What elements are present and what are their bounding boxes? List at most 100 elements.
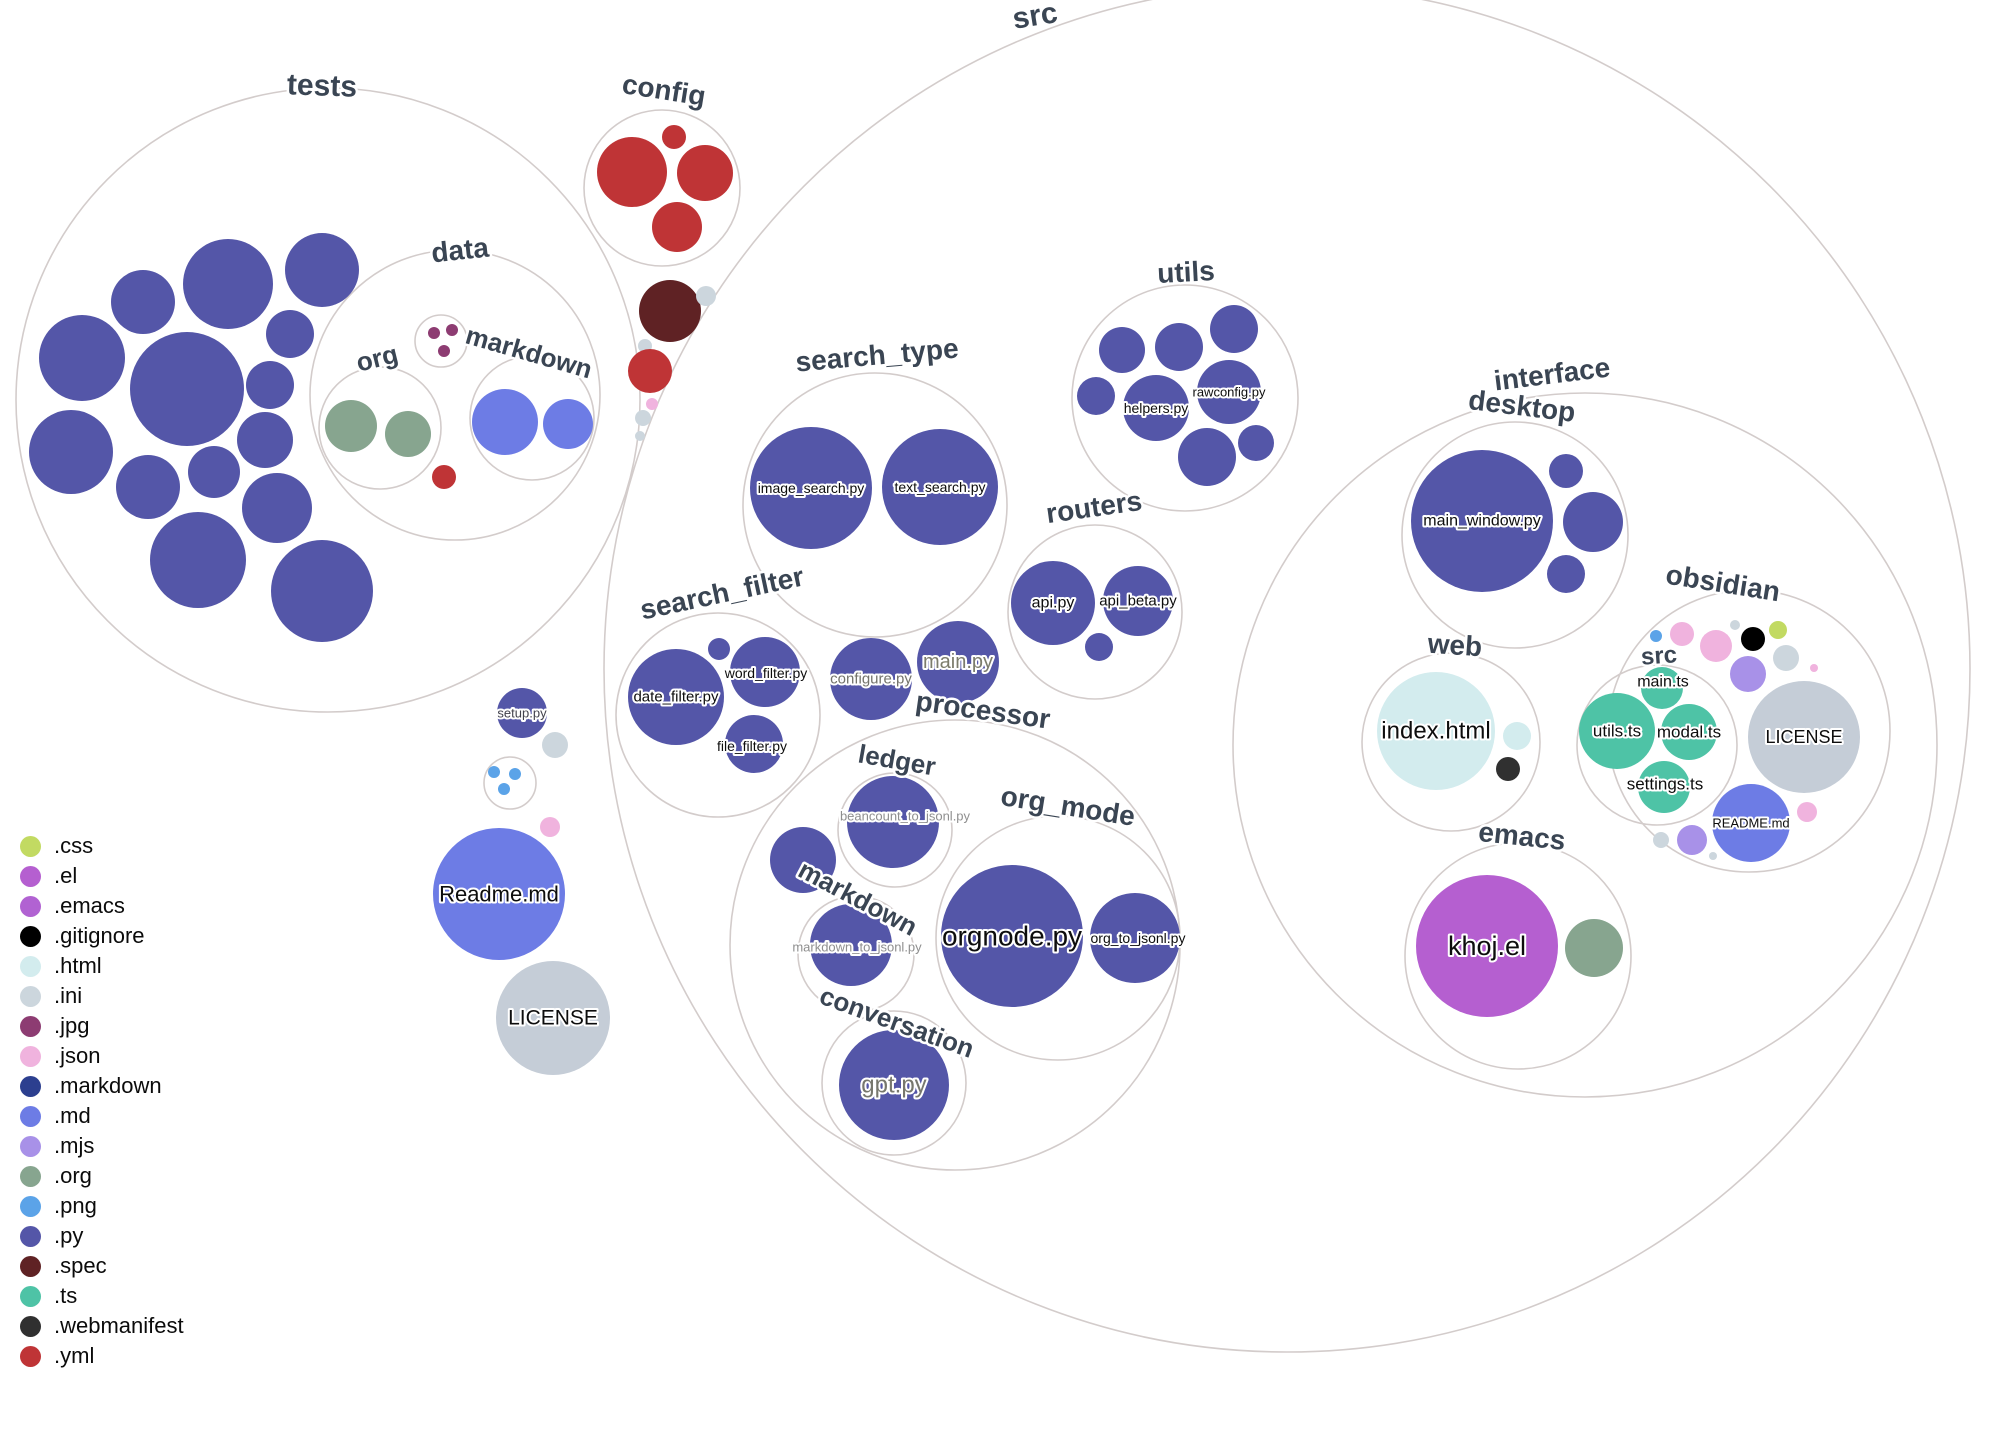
file-circle-config-yml-1[interactable] (597, 137, 667, 207)
file-circle-utils-py-6[interactable] (1238, 425, 1274, 461)
file-circle-obsidian-json-4[interactable] (1797, 802, 1817, 822)
file-circle-configure-py[interactable] (830, 638, 912, 720)
file-circle-obsidian-license[interactable] (1748, 681, 1860, 793)
file-circle-modal-ts[interactable] (1661, 704, 1717, 760)
file-circle-root-json-2[interactable] (540, 817, 560, 837)
file-circle-obsidian-json-1[interactable] (1670, 622, 1694, 646)
file-circle-root-ini-4[interactable] (635, 431, 645, 441)
folder-circle-data-markdown[interactable] (469, 355, 595, 481)
folder-circle-ledger[interactable] (837, 772, 953, 888)
file-circle-root-yml[interactable] (628, 349, 672, 393)
file-circle-settings-ts[interactable] (1638, 761, 1690, 813)
folder-circle-search-type[interactable] (742, 372, 1008, 638)
file-circle-emacs-org[interactable] (1565, 919, 1623, 977)
file-circle-data-org-file-2[interactable] (385, 411, 431, 457)
folder-circle-interface[interactable] (1232, 392, 1938, 1098)
file-circle-text-search-py[interactable] (882, 429, 998, 545)
file-circle-tests-py-1[interactable] (183, 239, 273, 329)
file-circle-root-png-3[interactable] (498, 783, 510, 795)
file-circle-obsidian-readme-md[interactable] (1712, 784, 1790, 862)
file-circle-config-yml-4[interactable] (652, 202, 702, 252)
file-circle-tests-py-4[interactable] (39, 315, 125, 401)
file-circle-helpers-py[interactable] (1123, 375, 1189, 441)
file-circle-root-ini-3[interactable] (635, 410, 651, 426)
file-circle-data-jpg-3[interactable] (438, 345, 450, 357)
folder-circle-proc-markdown[interactable] (797, 895, 915, 1013)
file-circle-search-filter-py-small[interactable] (708, 638, 730, 660)
file-circle-tests-py-9[interactable] (237, 412, 293, 468)
file-circle-api-py[interactable] (1011, 561, 1095, 645)
file-circle-index-html[interactable] (1377, 672, 1495, 790)
file-circle-root-ini-5[interactable] (542, 732, 568, 758)
file-circle-data-org-file-1[interactable] (325, 400, 377, 452)
file-circle-data-jpg-2[interactable] (446, 324, 458, 336)
file-circle-markdown-to-jsonl-py[interactable] (810, 904, 892, 986)
folder-circle-utils[interactable] (1071, 284, 1299, 512)
file-circle-tests-py-11[interactable] (188, 446, 240, 498)
file-circle-utils-py-5[interactable] (1178, 428, 1236, 486)
file-circle-tests-py-13[interactable] (150, 512, 246, 608)
file-circle-tests-py-7[interactable] (246, 361, 294, 409)
file-circle-gpt-py[interactable] (839, 1030, 949, 1140)
file-circle-obsidian-json-2[interactable] (1700, 630, 1732, 662)
file-circle-obsidian-png[interactable] (1650, 630, 1662, 642)
file-circle-desktop-py-3[interactable] (1547, 555, 1585, 593)
file-circle-beancount-to-jsonl-py[interactable] (847, 776, 939, 868)
file-circle-utils-py-3[interactable] (1210, 305, 1258, 353)
folder-circle-root-png-folder[interactable] (483, 756, 537, 810)
folder-circle-conversation[interactable] (821, 1010, 967, 1156)
file-circle-root-png-1[interactable] (488, 766, 500, 778)
file-circle-config-yml-2[interactable] (662, 125, 686, 149)
file-circle-main-py[interactable] (917, 621, 999, 703)
folder-circle-src[interactable] (603, 0, 1971, 1353)
file-circle-api-beta-py[interactable] (1103, 566, 1173, 636)
file-circle-data-md-1[interactable] (472, 389, 538, 455)
file-circle-tests-py-12[interactable] (242, 473, 312, 543)
file-circle-word-filter-py[interactable] (730, 637, 800, 707)
file-circle-obsidian-mjs-2[interactable] (1677, 825, 1707, 855)
file-circle-root-license[interactable] (496, 961, 610, 1075)
file-circle-file-filter-py[interactable] (725, 715, 783, 773)
file-circle-root-png-2[interactable] (509, 768, 521, 780)
file-circle-utils-py-2[interactable] (1155, 323, 1203, 371)
folder-circle-data[interactable] (309, 249, 601, 541)
folder-circle-data-org[interactable] (318, 366, 442, 490)
file-circle-obsidian-ini-3[interactable] (1653, 832, 1669, 848)
file-circle-obsidian-mjs-1[interactable] (1730, 656, 1766, 692)
file-circle-tests-py-14[interactable] (271, 540, 373, 642)
file-circle-tests-py-5[interactable] (130, 332, 244, 446)
file-circle-tests-py-10[interactable] (116, 455, 180, 519)
file-circle-main-ts[interactable] (1641, 667, 1683, 709)
file-circle-obsidian-ini-4[interactable] (1709, 852, 1717, 860)
folder-circle-web[interactable] (1361, 652, 1541, 832)
folder-circle-config[interactable] (583, 109, 741, 267)
file-circle-readme-md[interactable] (433, 828, 565, 960)
file-circle-data-yml[interactable] (432, 465, 456, 489)
file-circle-desktop-py-1[interactable] (1549, 454, 1583, 488)
file-circle-date-filter-py[interactable] (628, 649, 724, 745)
file-circle-obsidian-gitignore[interactable] (1741, 627, 1765, 651)
folder-circle-data-jpg-folder[interactable] (414, 314, 468, 368)
file-circle-tests-py-6[interactable] (266, 310, 314, 358)
file-circle-desktop-py-2[interactable] (1563, 492, 1623, 552)
folder-circle-emacs[interactable] (1404, 842, 1632, 1070)
file-circle-orgnode-py[interactable] (941, 865, 1083, 1007)
file-circle-utils-py-1[interactable] (1099, 327, 1145, 373)
file-circle-root-ini-1[interactable] (696, 286, 716, 306)
file-circle-web-webmanifest[interactable] (1496, 757, 1520, 781)
file-circle-main-window-py[interactable] (1411, 450, 1553, 592)
file-circle-web-html-small[interactable] (1503, 722, 1531, 750)
file-circle-obsidian-json-3[interactable] (1810, 664, 1818, 672)
file-circle-setup-py[interactable] (497, 688, 547, 738)
file-circle-org-to-jsonl-py[interactable] (1090, 893, 1180, 983)
file-circle-obsidian-css[interactable] (1769, 621, 1787, 639)
file-circle-utils-ts[interactable] (1579, 693, 1655, 769)
file-circle-tests-py-3[interactable] (111, 270, 175, 334)
folder-circle-tests[interactable] (15, 87, 641, 713)
file-circle-data-jpg-1[interactable] (428, 327, 440, 339)
file-circle-data-md-2[interactable] (543, 399, 593, 449)
file-circle-config-yml-3[interactable] (677, 145, 733, 201)
folder-circle-desktop[interactable] (1401, 421, 1629, 649)
file-circle-image-search-py[interactable] (750, 427, 872, 549)
file-circle-utils-py-4[interactable] (1077, 377, 1115, 415)
